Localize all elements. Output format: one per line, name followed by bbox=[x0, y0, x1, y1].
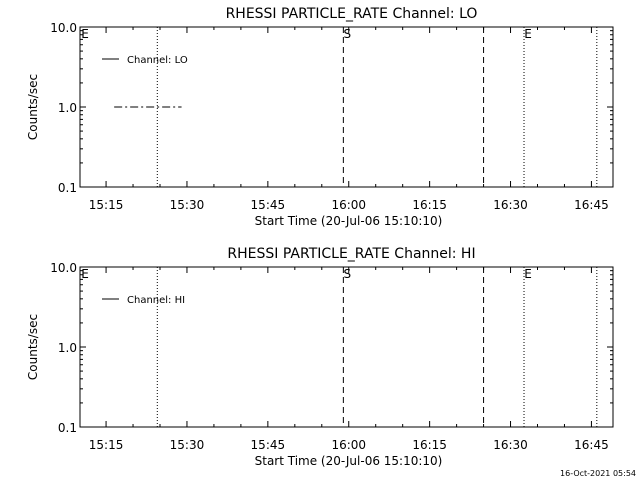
time-marker-label: S bbox=[344, 27, 352, 41]
chart-title: RHESSI PARTICLE_RATE Channel: LO bbox=[226, 6, 478, 22]
y-axis-label: Counts/sec bbox=[26, 314, 40, 380]
footer-timestamp: 16-Oct-2021 05:54 bbox=[560, 469, 636, 478]
x-tick-label: 16:00 bbox=[331, 438, 366, 452]
time-marker-label: E bbox=[524, 27, 532, 41]
y-axis-label: Counts/sec bbox=[26, 74, 40, 140]
chart-panel-2: RHESSI PARTICLE_RATE Channel: HI E S E Chann… bbox=[26, 246, 614, 468]
x-axis-label: Start Time (20-Jul-06 15:10:10) bbox=[255, 214, 443, 228]
chart-panel-1: RHESSI PARTICLE_RATE Channel: LO E S E Chann… bbox=[26, 6, 614, 228]
legend-label: Channel: HI bbox=[127, 295, 185, 306]
panels: RHESSI PARTICLE_RATE Channel: LO E S E Chann… bbox=[26, 6, 614, 468]
x-tick-label: 15:30 bbox=[170, 438, 205, 452]
x-tick-label: 16:15 bbox=[412, 198, 447, 212]
y-tick-label: 0.1 bbox=[58, 421, 77, 435]
x-tick-label: 16:45 bbox=[574, 438, 609, 452]
x-tick-label: 16:30 bbox=[493, 198, 528, 212]
y-tick-label: 10.0 bbox=[50, 21, 77, 35]
plot-frame bbox=[79, 26, 614, 188]
plot-frame bbox=[79, 266, 614, 428]
x-axis-label: Start Time (20-Jul-06 15:10:10) bbox=[255, 454, 443, 468]
y-tick-label: 1.0 bbox=[58, 101, 77, 115]
chart-legend: Channel: HI bbox=[102, 295, 185, 306]
chart-legend: Channel: LO bbox=[102, 55, 188, 66]
chart-title: RHESSI PARTICLE_RATE Channel: HI bbox=[227, 246, 475, 262]
time-marker-label: E bbox=[81, 267, 89, 281]
time-marker-label: S bbox=[344, 267, 352, 281]
x-tick-label: 16:45 bbox=[574, 198, 609, 212]
x-tick-label: 16:30 bbox=[493, 438, 528, 452]
x-tick-label: 15:15 bbox=[89, 198, 124, 212]
y-tick-label: 1.0 bbox=[58, 341, 77, 355]
y-tick-label: 0.1 bbox=[58, 181, 77, 195]
x-tick-label: 15:45 bbox=[251, 438, 286, 452]
x-tick-label: 15:15 bbox=[89, 438, 124, 452]
legend-label: Channel: LO bbox=[127, 55, 188, 66]
x-tick-label: 16:15 bbox=[412, 438, 447, 452]
x-tick-label: 16:00 bbox=[331, 198, 366, 212]
x-tick-label: 15:30 bbox=[170, 198, 205, 212]
time-marker-label: E bbox=[524, 267, 532, 281]
time-marker-label: E bbox=[81, 27, 89, 41]
y-tick-label: 10.0 bbox=[50, 261, 77, 275]
x-tick-label: 15:45 bbox=[251, 198, 286, 212]
